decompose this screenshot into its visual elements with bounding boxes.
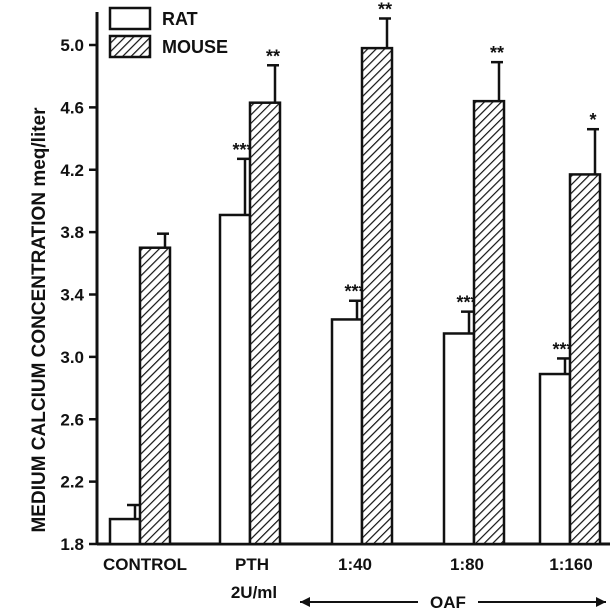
- legend-swatch-mouse: [108, 34, 152, 59]
- y-tick-label: 3.0: [60, 348, 84, 367]
- x-axis-labels: CONTROL PTH 2U/ml 1:40 1:80 1:160: [103, 555, 593, 602]
- group-label: OAF: [430, 593, 466, 610]
- y-axis-label: MEDIUM CALCIUM CONCENTRATION meq/liter: [29, 107, 50, 533]
- group-arrow-right-head: [596, 597, 606, 607]
- significance-marker: **: [378, 0, 392, 19]
- significance-marker: **: [266, 46, 280, 66]
- y-tick-label: 4.6: [60, 98, 84, 117]
- significance-marker: ***: [344, 282, 365, 302]
- significance-marker: **: [490, 43, 504, 63]
- bar-mouse-2: [360, 46, 394, 546]
- group-bracket: OAF: [300, 593, 606, 610]
- x-tick-label: 1:80: [450, 555, 484, 574]
- significance-marker: ***: [552, 339, 573, 359]
- bar-mouse-0: [138, 246, 172, 546]
- legend-swatch-rat: [108, 6, 152, 31]
- legend-label-mouse: MOUSE: [162, 37, 228, 57]
- y-tick-label: 1.8: [60, 535, 84, 554]
- bar-rat-3: [442, 332, 476, 546]
- y-tick-label: 3.4: [60, 286, 84, 305]
- y-tick-label: 3.8: [60, 223, 84, 242]
- bar-rat-1: [218, 213, 252, 546]
- x-tick-label: PTH: [235, 555, 269, 574]
- bar-rat-4: [538, 372, 572, 546]
- bar-mouse-3: [472, 99, 506, 546]
- y-axis-ticks: 1.8 2.2 2.6 3.0 3.4 3.8 4.2 4.6 5.0: [60, 36, 97, 554]
- significance-marker: *: [589, 110, 596, 130]
- bar-rat-0: [108, 517, 142, 546]
- x-tick-sublabel: 2U/ml: [231, 583, 277, 602]
- x-tick-label: 1:160: [549, 555, 592, 574]
- significance-marker: ***: [456, 293, 477, 313]
- y-tick-label: 2.6: [60, 410, 84, 429]
- y-tick-label: 4.2: [60, 161, 84, 180]
- significance-marker: ***: [232, 140, 253, 160]
- y-tick-label: 5.0: [60, 36, 84, 55]
- bar-rat-2: [330, 318, 364, 546]
- legend-label-rat: RAT: [162, 9, 198, 29]
- legend: RAT MOUSE: [108, 6, 228, 59]
- y-tick-label: 2.2: [60, 473, 84, 492]
- x-tick-label: 1:40: [338, 555, 372, 574]
- bar-mouse-1: [248, 101, 282, 546]
- bar-mouse-4: [568, 173, 602, 546]
- bars: *******************: [108, 0, 602, 546]
- group-arrow-left-head: [300, 597, 310, 607]
- x-tick-label: CONTROL: [103, 555, 187, 574]
